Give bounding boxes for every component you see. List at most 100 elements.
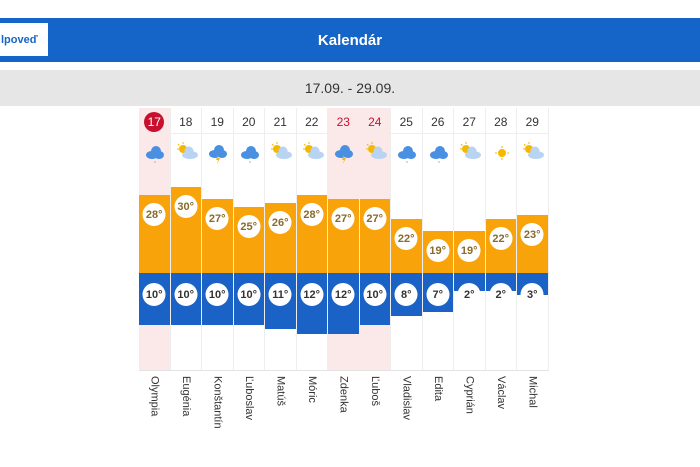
day-column[interactable]: 17 28° 10° Olympia: [139, 108, 171, 416]
high-temp-bar: 27°: [202, 199, 233, 273]
day-number: 17: [139, 110, 170, 134]
cloud-rain-icon: [143, 138, 167, 166]
day-number: 20: [233, 110, 264, 134]
low-temp-bar: 10°: [233, 273, 264, 325]
nameday-name: Móric: [305, 376, 318, 403]
low-temp-bar: 7°: [422, 273, 453, 313]
high-temp-bar: 28°: [139, 195, 170, 273]
low-temp: 12°: [331, 283, 355, 306]
high-temp-bar: 23°: [517, 215, 548, 273]
low-temp-bar: 12°: [328, 273, 359, 334]
nameday-name: Vladislav: [400, 376, 413, 421]
low-temp: 10°: [142, 283, 166, 306]
day-column[interactable]: 24 27° 10° Ľuboš: [359, 108, 391, 406]
low-temp: 11°: [268, 283, 292, 306]
high-temp-bar: 27°: [328, 199, 359, 273]
cloud-rain-icon: [395, 138, 419, 166]
day-number: 18: [170, 110, 201, 134]
day-number: 22: [296, 110, 327, 134]
partly-cloudy-icon: [269, 138, 293, 166]
day-column[interactable]: 19 27° 10° Konštantín: [202, 108, 234, 429]
day-column[interactable]: 29 23° 3° Michal: [517, 108, 549, 408]
day-number: 26: [422, 110, 453, 134]
low-temp-bar: 10°: [139, 273, 170, 325]
divider: [139, 370, 549, 371]
high-temp: 28°: [142, 203, 166, 226]
day-number: 28: [485, 110, 516, 134]
day-column[interactable]: 25 22° 8° Vladislav: [391, 108, 423, 420]
day-column[interactable]: 21 26° 11° Matúš: [265, 108, 297, 406]
low-temp: 2°: [457, 283, 481, 306]
nameday-name: Ľuboš: [368, 376, 381, 406]
high-temp-bar: 28°: [296, 195, 327, 273]
day-number: 21: [265, 110, 296, 134]
date-range: 17.09. - 29.09.: [0, 70, 700, 106]
partly-cloudy-icon: [301, 138, 325, 166]
day-number: 25: [391, 110, 422, 134]
low-temp-bar: 3°: [517, 273, 548, 306]
nameday-name: Michal: [526, 376, 539, 408]
high-temp: 22°: [489, 227, 513, 250]
low-temp: 10°: [174, 283, 198, 306]
high-temp: 23°: [520, 223, 544, 246]
thunderstorm-icon: [206, 138, 230, 166]
high-temp: 28°: [300, 203, 324, 226]
day-column[interactable]: 22 28° 12° Móric: [296, 108, 328, 403]
partly-cloudy-icon: [364, 138, 388, 166]
high-temp-bar: 27°: [359, 199, 390, 273]
high-temp-bar: 26°: [265, 203, 296, 273]
day-number: 19: [202, 110, 233, 134]
day-column[interactable]: 18 30° 10° Eugénia: [170, 108, 202, 416]
high-temp-bar: 19°: [422, 231, 453, 273]
day-number: 29: [517, 110, 548, 134]
low-temp: 10°: [363, 283, 387, 306]
cloud-rain-icon: [427, 138, 451, 166]
partly-cloudy-icon: [521, 138, 545, 166]
low-temp: 8°: [394, 283, 418, 306]
high-temp: 19°: [426, 239, 450, 262]
day-number: 23: [328, 110, 359, 134]
low-temp-bar: 8°: [391, 273, 422, 317]
high-temp: 26°: [268, 211, 292, 234]
day-number: 24: [359, 110, 390, 134]
header-bar: lpoveď Kalendár: [0, 18, 700, 62]
nameday-name: Cyprián: [463, 376, 476, 414]
day-column[interactable]: 23 27° 12° Zdenka: [328, 108, 360, 413]
nameday-name: Eugénia: [179, 376, 192, 417]
back-button[interactable]: lpoveď: [0, 23, 48, 56]
low-temp-bar: 10°: [359, 273, 390, 325]
thunderstorm-icon: [332, 138, 356, 166]
high-temp: 22°: [394, 227, 418, 250]
day-column[interactable]: 20 25° 10° Ľuboslav: [233, 108, 265, 420]
day-number: 27: [454, 110, 485, 134]
high-temp: 27°: [363, 207, 387, 230]
nameday-name: Václav: [494, 376, 507, 410]
high-temp: 25°: [237, 215, 261, 238]
high-temp-bar: 19°: [454, 231, 485, 273]
nameday-name: Zdenka: [337, 376, 350, 413]
day-column[interactable]: 28 22° 2° Václav: [485, 108, 517, 409]
high-temp: 30°: [174, 195, 198, 218]
day-column[interactable]: 26 19° 7° Edita: [422, 108, 454, 401]
cloud-rain-icon: [238, 138, 262, 166]
day-column[interactable]: 27 19° 2° Cyprián: [454, 108, 486, 414]
low-temp-bar: 2°: [485, 273, 516, 306]
high-temp-bar: 22°: [391, 219, 422, 273]
nameday-name: Konštantín: [211, 376, 224, 429]
high-temp-bar: 25°: [233, 207, 264, 273]
high-temp-bar: 30°: [170, 187, 201, 273]
high-temp-bar: 22°: [485, 219, 516, 273]
low-temp-bar: 11°: [265, 273, 296, 330]
partly-cloudy-icon: [175, 138, 199, 166]
page-title: Kalendár: [317, 31, 383, 49]
nameday-name: Olympia: [148, 376, 161, 417]
low-temp-bar: 10°: [170, 273, 201, 325]
low-temp: 10°: [237, 283, 261, 306]
partly-cloudy-icon: [458, 138, 482, 166]
low-temp-bar: 2°: [454, 273, 485, 306]
nameday-name: Matúš: [274, 376, 287, 406]
high-temp: 27°: [205, 207, 229, 230]
sun-icon: [490, 138, 514, 166]
nameday-name: Edita: [431, 376, 444, 402]
nameday-name: Ľuboslav: [242, 376, 255, 421]
